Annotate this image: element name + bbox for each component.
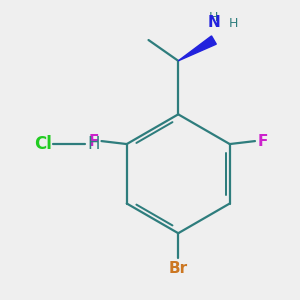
Text: N: N xyxy=(208,15,220,30)
Text: H: H xyxy=(88,135,100,153)
Text: Cl: Cl xyxy=(34,135,52,153)
Text: H: H xyxy=(229,16,238,30)
Text: F: F xyxy=(89,134,99,148)
Text: F: F xyxy=(257,134,268,148)
Text: Br: Br xyxy=(169,261,188,276)
Text: H: H xyxy=(209,11,219,24)
Polygon shape xyxy=(178,36,216,61)
